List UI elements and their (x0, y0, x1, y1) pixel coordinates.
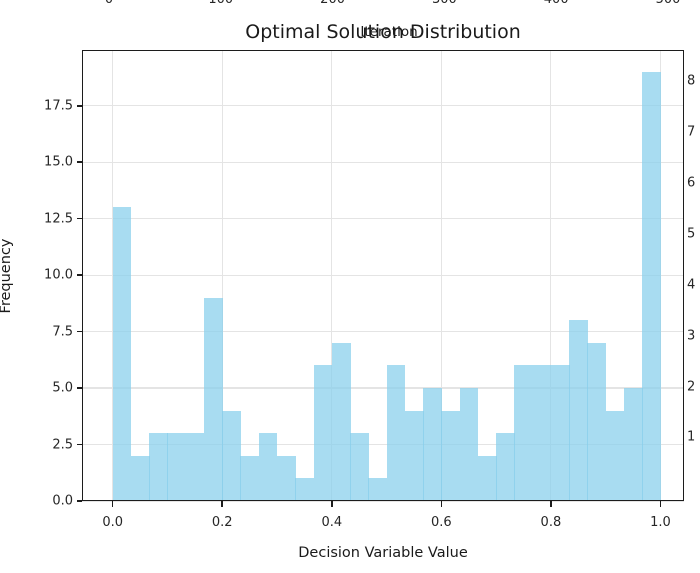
x-tick-mark (111, 501, 114, 507)
y-tick-mark (76, 500, 82, 502)
x-tick-mark (440, 501, 443, 507)
plot-area (82, 50, 684, 502)
x-tick-label: 0.2 (211, 515, 233, 530)
histogram-bar (258, 433, 278, 501)
chart-title: Optimal Solution Distribution (245, 21, 521, 43)
histogram-bar (441, 410, 461, 501)
axes-frame (82, 50, 684, 501)
histogram-bar (149, 433, 168, 501)
x-axis-label: Decision Variable Value (298, 545, 468, 561)
y-tick-label: 15.0 (44, 154, 73, 170)
y-gridline (82, 161, 684, 163)
histogram-bar (623, 388, 643, 501)
histogram-bar (203, 297, 223, 501)
histogram-bar (331, 342, 351, 501)
histogram-bar (605, 410, 625, 501)
right-subplot-y-tick-label: 8 (687, 73, 696, 89)
x-tick-label: 0.6 (430, 515, 452, 530)
right-subplot-y-tick-label: 2 (687, 379, 696, 394)
x-gridline (331, 50, 333, 501)
right-subplot-y-tick-label: 1 (687, 429, 696, 445)
y-tick-label: 10.0 (44, 267, 73, 283)
histogram-bar (350, 433, 369, 501)
upper-subplot-x-tick-label: 100 (208, 0, 233, 7)
y-axis-label: Frequency (0, 238, 14, 314)
upper-subplot-x-tick-label: 0 (105, 0, 113, 7)
y-tick-label: 12.5 (44, 211, 73, 227)
right-subplot-y-tick-label: 6 (687, 175, 696, 191)
x-gridline (112, 50, 114, 501)
histogram-bar (368, 478, 388, 501)
histogram-bar (496, 433, 515, 501)
y-tick-label: 7.5 (52, 324, 73, 340)
x-tick-mark (221, 501, 224, 507)
upper-subplot-x-tick-label: 300 (432, 0, 457, 7)
x-gridline (221, 50, 223, 501)
y-tick-mark (76, 443, 82, 446)
y-gridline (82, 443, 684, 446)
right-subplot-y-tick-label: 4 (687, 277, 696, 293)
right-subplot-y-tick-label: 3 (687, 328, 696, 344)
upper-subplot-x-axis-label: Iteration (360, 24, 418, 40)
histogram-bar (404, 410, 424, 501)
x-gridline (440, 50, 442, 501)
histogram-bar (550, 365, 570, 501)
histogram-bar (532, 365, 552, 501)
x-tick-label: 0.4 (321, 515, 343, 530)
x-tick-label: 1.0 (650, 515, 671, 530)
histogram-bar (277, 455, 296, 501)
histogram-bar (477, 455, 497, 501)
upper-subplot-x-tick-label: 400 (544, 0, 569, 7)
histogram-bar (185, 433, 205, 501)
y-tick-label: 0.0 (52, 493, 73, 509)
histogram-bar (222, 410, 241, 501)
x-tick-label: 0.0 (102, 515, 124, 530)
y-gridline (82, 274, 684, 276)
y-tick-mark (76, 217, 82, 220)
upper-subplot-x-tick-label: 200 (320, 0, 345, 7)
y-gridline (82, 105, 684, 107)
y-tick-label: 17.5 (44, 98, 73, 114)
histogram-bar (240, 455, 260, 501)
y-tick-mark (76, 161, 82, 164)
y-tick-mark (76, 330, 82, 333)
histogram-bar (569, 320, 588, 501)
y-tick-mark (76, 274, 82, 276)
histogram-bar (587, 342, 607, 501)
histogram-bar (313, 365, 333, 501)
x-tick-mark (330, 501, 333, 507)
y-gridline (82, 331, 684, 333)
histogram-bar (295, 478, 314, 501)
histogram-bar (167, 433, 187, 501)
x-tick-label: 0.8 (540, 515, 562, 530)
histogram-bar (386, 365, 406, 501)
y-tick-mark (76, 387, 82, 389)
histogram-bar (514, 365, 534, 501)
y-tick-label: 2.5 (52, 437, 73, 453)
x-tick-mark (659, 501, 662, 507)
right-subplot-y-tick-label: 5 (687, 226, 696, 242)
y-tick-mark (76, 104, 82, 107)
right-subplot-y-tick-label: 7 (687, 124, 696, 140)
histogram-bar (642, 71, 661, 501)
y-gridline (82, 218, 684, 220)
x-tick-mark (550, 501, 552, 507)
histogram-bar (423, 388, 442, 501)
histogram-bar (459, 388, 479, 501)
histogram-bar (112, 207, 132, 501)
y-gridline (82, 387, 684, 389)
x-gridline (550, 50, 552, 501)
upper-subplot-x-tick-label: 500 (656, 0, 681, 7)
y-tick-label: 5.0 (52, 380, 73, 396)
histogram-bar (130, 455, 150, 501)
